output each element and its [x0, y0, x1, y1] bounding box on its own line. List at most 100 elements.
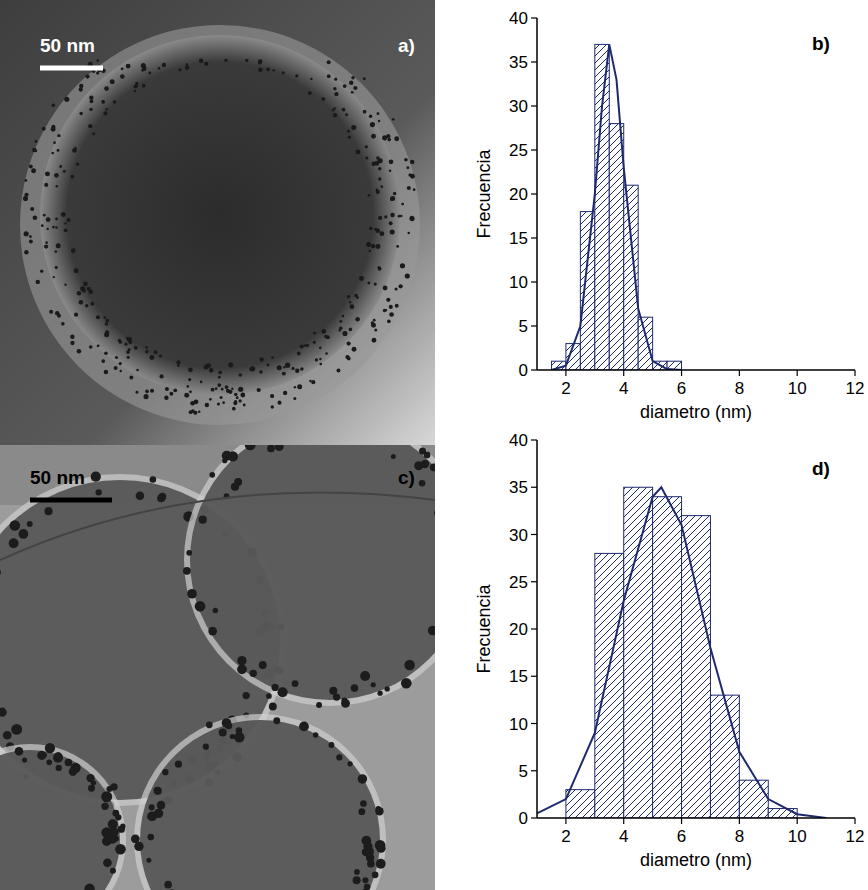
nanoparticle: [233, 401, 237, 405]
nanoparticle: [74, 147, 77, 150]
nanoparticle: [299, 722, 309, 732]
nanoparticle: [105, 330, 109, 334]
nanoparticle: [319, 363, 322, 366]
nanoparticle: [198, 411, 200, 413]
y-tick-label: 30: [509, 526, 528, 545]
nanoparticle: [119, 341, 122, 344]
x-tick-label: 6: [677, 827, 686, 846]
nanoparticle: [124, 343, 127, 346]
x-axis: [537, 817, 855, 819]
nanoparticle: [0, 708, 7, 717]
nanoparticle: [79, 87, 83, 91]
nanoparticle: [380, 185, 383, 188]
nanoparticle: [25, 179, 28, 182]
nanoparticle: [337, 369, 341, 373]
nanoparticle: [359, 276, 364, 281]
nanoparticle: [352, 347, 357, 352]
nanoparticle: [224, 59, 227, 62]
y-tick: [531, 61, 537, 62]
nanoparticle: [349, 301, 351, 303]
x-tick-label: 4: [619, 827, 628, 846]
y-tick: [531, 487, 537, 488]
nanoparticle: [270, 394, 274, 398]
nanoparticle: [24, 231, 29, 236]
x-tick: [797, 818, 798, 824]
nanoparticle: [74, 313, 78, 317]
nanoparticle: [228, 362, 233, 367]
nanoparticle: [46, 228, 48, 230]
nanoparticle: [35, 140, 38, 143]
x-tick-label: 10: [788, 827, 807, 846]
nanoparticle: [275, 445, 284, 451]
x-tick: [739, 818, 740, 824]
nanoparticle: [374, 329, 377, 332]
nanoparticle: [353, 876, 361, 884]
particle-support: [140, 720, 380, 890]
nanoparticle: [218, 376, 221, 379]
nanoparticle: [362, 877, 368, 883]
nanoparticle: [347, 357, 351, 361]
nanoparticle: [46, 217, 51, 222]
x-tick: [623, 370, 624, 376]
nanoparticle: [309, 380, 312, 383]
nanoparticle: [162, 769, 168, 775]
y-tick: [531, 325, 537, 326]
y-tick: [531, 770, 537, 771]
nanoparticle: [390, 213, 394, 217]
nanoparticle: [273, 69, 275, 71]
nanoparticle: [126, 64, 131, 69]
nanoparticle: [319, 358, 321, 360]
nanoparticle: [360, 671, 370, 681]
nanoparticle: [176, 360, 180, 364]
nanoparticle: [64, 222, 66, 224]
nanoparticle: [225, 722, 232, 729]
nanoparticle: [400, 263, 405, 268]
y-tick-label: 20: [509, 620, 528, 639]
x-tick: [623, 818, 624, 824]
nanoparticle: [347, 761, 352, 766]
nanoparticle: [258, 67, 263, 72]
nanoparticle: [51, 152, 54, 155]
nanoparticle: [45, 241, 48, 244]
x-tick: [854, 818, 855, 824]
nanoparticle: [240, 393, 245, 398]
nanoparticle: [297, 384, 302, 389]
nanoparticle: [29, 239, 33, 243]
nanoparticle: [90, 302, 94, 306]
nanoparticle: [343, 84, 347, 88]
nanoparticle: [345, 113, 348, 116]
nanoparticle: [188, 367, 193, 372]
nanoparticle: [271, 356, 273, 358]
nanoparticle: [245, 445, 256, 450]
nanoparticle: [89, 108, 92, 111]
nanoparticle: [44, 507, 52, 515]
nanoparticle: [55, 226, 58, 229]
nanoparticle: [421, 460, 429, 468]
y-tick-label: 35: [509, 53, 528, 72]
nanoparticle: [406, 166, 409, 169]
nanoparticle: [36, 280, 40, 284]
x-axis-title: diametro (nm): [640, 850, 752, 870]
nanoparticle: [189, 410, 193, 414]
nanoparticle: [313, 332, 316, 335]
nanoparticle: [46, 759, 52, 765]
nanoparticle: [56, 243, 61, 248]
film-edge: [0, 493, 435, 561]
histogram-bar: [566, 790, 595, 818]
nanoparticle: [342, 315, 345, 318]
nanoparticle: [131, 834, 140, 843]
nanoparticle: [120, 824, 125, 829]
nanoparticle: [348, 135, 351, 138]
nanoparticle: [351, 684, 359, 692]
nanoparticle: [238, 373, 242, 377]
y-tick: [531, 281, 537, 282]
nanoparticle: [243, 404, 246, 407]
nanoparticle: [283, 366, 285, 368]
nanoparticle: [126, 337, 129, 340]
nanoparticle: [408, 173, 412, 177]
nanoparticle: [234, 478, 242, 486]
nanoparticle: [110, 79, 115, 84]
nanoparticle: [31, 168, 36, 173]
panel-label: b): [812, 33, 830, 54]
nanoparticle: [395, 287, 398, 290]
